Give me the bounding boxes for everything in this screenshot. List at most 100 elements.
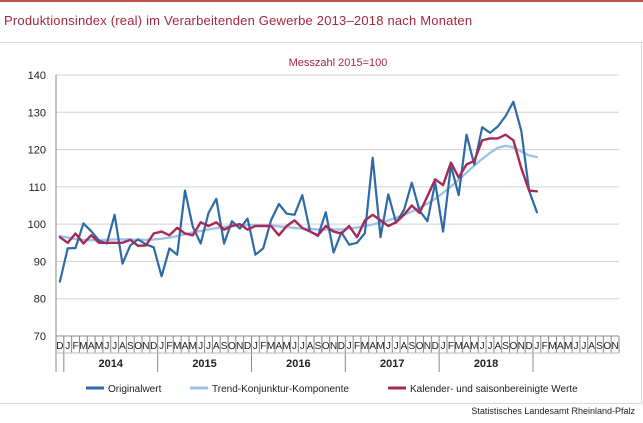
month-label: M [283,341,291,352]
month-label: J [112,341,117,352]
year-label: 2014 [98,358,123,370]
month-label: J [292,341,297,352]
month-label: D [150,341,157,352]
year-label: 2016 [286,358,310,370]
month-label: F [260,341,266,352]
chart-subtitle: Messzahl 2015=100 [289,57,388,69]
top-accent-rule [0,0,643,2]
month-label: N [424,341,431,352]
month-label: A [88,341,95,352]
month-label: S [408,341,415,352]
month-label: A [494,341,501,352]
month-label: J [300,341,305,352]
year-label: 2018 [474,358,498,370]
month-label: M [361,341,369,352]
legend-label-3: Kalender- und saisonbereinigte Werte [410,384,578,395]
y-tick-label: 120 [28,145,46,157]
month-label: J [534,341,539,352]
legend: Originalwert Trend-Konjunktur-Komponente K… [86,384,578,395]
y-tick-label: 140 [28,70,46,82]
series-lines [58,100,539,283]
month-label: N [330,341,337,352]
y-tick-label: 100 [28,219,46,231]
month-label: J [487,341,492,352]
month-label: M [79,341,87,352]
month-label: J [386,341,391,352]
month-label: A [401,341,408,352]
month-label: J [206,341,211,352]
month-label: A [557,341,564,352]
month-label: M [95,341,103,352]
y-tick-label: 70 [34,331,46,343]
year-label: 2015 [192,358,216,370]
month-label: M [189,341,197,352]
month-label: F [354,341,360,352]
chart-frame [0,43,642,404]
month-label: S [127,341,134,352]
month-label: M [548,341,556,352]
month-label: A [588,341,595,352]
month-label: F [448,341,454,352]
month-label: M [173,341,181,352]
month-label: N [236,341,243,352]
month-label: D [338,341,345,352]
month-label: D [244,341,251,352]
month-label: A [182,341,189,352]
legend-label-1: Originalwert [108,384,162,395]
month-label: J [394,341,399,352]
month-label: J [65,341,70,352]
title-divider [0,42,643,43]
y-tick-label: 110 [28,182,46,194]
month-label: F [166,341,172,352]
month-label: J [480,341,485,352]
month-label: S [502,341,509,352]
series-line-3 [58,133,539,248]
year-label: 2017 [380,358,404,370]
month-label: D [56,341,63,352]
month-label: A [307,341,314,352]
month-label: A [276,341,283,352]
month-label: O [322,341,330,352]
y-tick-label: 130 [28,107,46,119]
source-note: Statistisches Landesamt Rheinland-Pfalz [471,406,635,416]
month-label: A [213,341,220,352]
series-line-2 [58,144,539,242]
month-label: J [347,341,352,352]
month-label: O [416,341,424,352]
month-label: D [525,341,532,352]
month-label: J [573,341,578,352]
month-label: S [596,341,603,352]
month-label: J [441,341,446,352]
month-label: N [518,341,525,352]
month-label: J [198,341,203,352]
month-label: J [581,341,586,352]
month-label: M [376,341,384,352]
month-label: N [611,341,618,352]
month-label: M [564,341,572,352]
month-label: O [228,341,236,352]
month-label: S [221,341,228,352]
y-axis: 70 80 90 100 110 120 130 140 [28,70,57,343]
chart-title: Produktionsindex (real) im Verarbeitende… [4,13,473,28]
y-tick-label: 80 [34,294,46,306]
month-label: M [267,341,275,352]
month-label: A [369,341,376,352]
month-label: O [603,341,611,352]
month-label: F [72,341,78,352]
month-label: D [432,341,439,352]
month-label: A [463,341,470,352]
month-label: S [315,341,322,352]
month-label: J [159,341,164,352]
month-label: M [455,341,463,352]
month-label: F [542,341,548,352]
month-label: N [142,341,149,352]
month-label: M [470,341,478,352]
legend-label-2: Trend-Konjunktur-Komponente [212,384,349,395]
month-label: O [134,341,142,352]
month-label: A [119,341,126,352]
month-label: J [253,341,258,352]
y-tick-label: 90 [34,256,46,268]
series-line-1 [58,100,539,283]
